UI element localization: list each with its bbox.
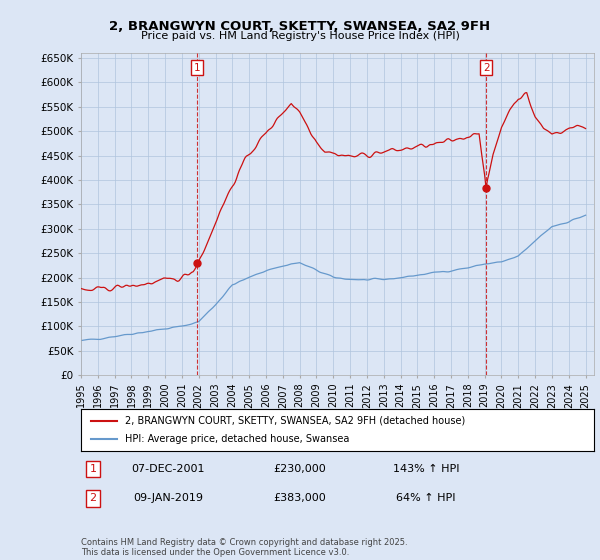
Text: HPI: Average price, detached house, Swansea: HPI: Average price, detached house, Swan… bbox=[125, 434, 349, 444]
Text: £383,000: £383,000 bbox=[274, 493, 326, 503]
Text: 2: 2 bbox=[483, 63, 490, 73]
Text: 07-DEC-2001: 07-DEC-2001 bbox=[131, 464, 205, 474]
Text: 1: 1 bbox=[89, 464, 97, 474]
Text: 2, BRANGWYN COURT, SKETTY, SWANSEA, SA2 9FH (detached house): 2, BRANGWYN COURT, SKETTY, SWANSEA, SA2 … bbox=[125, 416, 465, 426]
Text: Contains HM Land Registry data © Crown copyright and database right 2025.
This d: Contains HM Land Registry data © Crown c… bbox=[81, 538, 407, 557]
Text: 143% ↑ HPI: 143% ↑ HPI bbox=[393, 464, 459, 474]
Text: 1: 1 bbox=[194, 63, 200, 73]
Text: 64% ↑ HPI: 64% ↑ HPI bbox=[396, 493, 456, 503]
Text: 09-JAN-2019: 09-JAN-2019 bbox=[133, 493, 203, 503]
Text: Price paid vs. HM Land Registry's House Price Index (HPI): Price paid vs. HM Land Registry's House … bbox=[140, 31, 460, 41]
Text: £230,000: £230,000 bbox=[274, 464, 326, 474]
Text: 2, BRANGWYN COURT, SKETTY, SWANSEA, SA2 9FH: 2, BRANGWYN COURT, SKETTY, SWANSEA, SA2 … bbox=[109, 20, 491, 32]
Text: 2: 2 bbox=[89, 493, 97, 503]
